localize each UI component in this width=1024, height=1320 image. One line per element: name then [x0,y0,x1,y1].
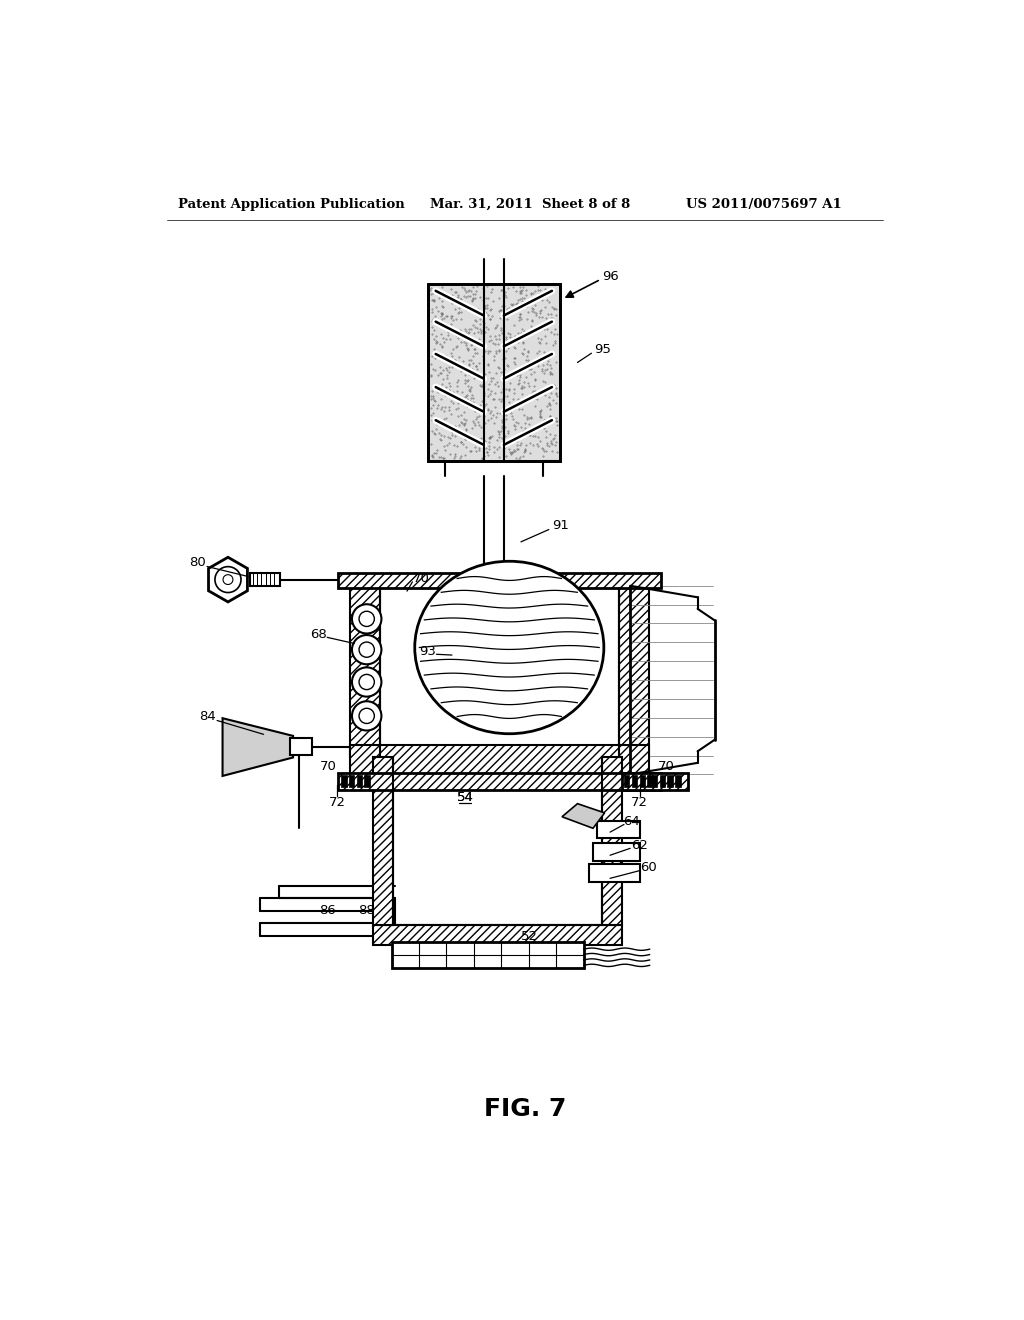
Bar [350,744,649,775]
Text: 70: 70 [658,760,675,774]
Bar [589,865,640,882]
Bar [668,775,673,788]
Text: 84: 84 [200,710,216,723]
Text: US 2011/0075697 A1: US 2011/0075697 A1 [686,198,842,211]
Text: Mar. 31, 2011  Sheet 8 of 8: Mar. 31, 2011 Sheet 8 of 8 [430,198,631,211]
Bar [652,775,657,788]
Text: 72: 72 [329,796,346,809]
Circle shape [359,642,375,657]
Circle shape [352,635,381,664]
Circle shape [359,675,375,689]
Text: 62: 62 [631,838,648,851]
Circle shape [359,611,375,627]
Bar [373,925,623,945]
Bar [647,775,652,788]
Text: 70: 70 [319,760,337,774]
Bar [659,775,665,788]
Bar [349,775,354,788]
Text: 54: 54 [457,791,473,804]
Text: 54: 54 [457,791,473,804]
Polygon shape [562,804,604,829]
Text: 68: 68 [310,628,327,640]
Bar [338,573,662,589]
Bar [624,775,630,788]
Text: 86: 86 [319,904,336,917]
Circle shape [352,605,381,634]
Circle shape [223,574,232,585]
Text: 72: 72 [631,796,648,809]
Bar [341,775,346,788]
Bar [290,738,311,755]
Bar [350,589,380,758]
Text: 64: 64 [624,814,640,828]
Text: 60: 60 [640,861,657,874]
Bar [373,758,393,925]
Bar [675,775,681,788]
Polygon shape [209,557,248,602]
Text: 96: 96 [602,269,618,282]
Bar [356,775,362,788]
Text: 88: 88 [358,904,375,917]
Bar [622,774,687,789]
Text: 52: 52 [521,929,538,942]
Bar [602,758,623,925]
Circle shape [215,566,241,593]
Bar [428,284,560,461]
Bar [338,774,662,789]
Bar [640,775,645,788]
Bar [632,775,637,788]
Bar [620,589,649,758]
Text: 95: 95 [594,343,610,356]
Bar [597,821,640,838]
Bar [391,942,584,969]
Ellipse shape [415,561,604,734]
Bar [251,573,280,586]
Bar [593,843,640,861]
Polygon shape [222,718,293,776]
Bar [365,775,370,788]
Text: 80: 80 [189,556,206,569]
Text: 70: 70 [413,572,429,585]
Circle shape [352,668,381,697]
Text: 91: 91 [552,519,569,532]
Text: 93: 93 [420,645,436,659]
Circle shape [352,701,381,730]
Text: Patent Application Publication: Patent Application Publication [178,198,406,211]
Text: FIG. 7: FIG. 7 [483,1097,566,1122]
Circle shape [359,709,375,723]
